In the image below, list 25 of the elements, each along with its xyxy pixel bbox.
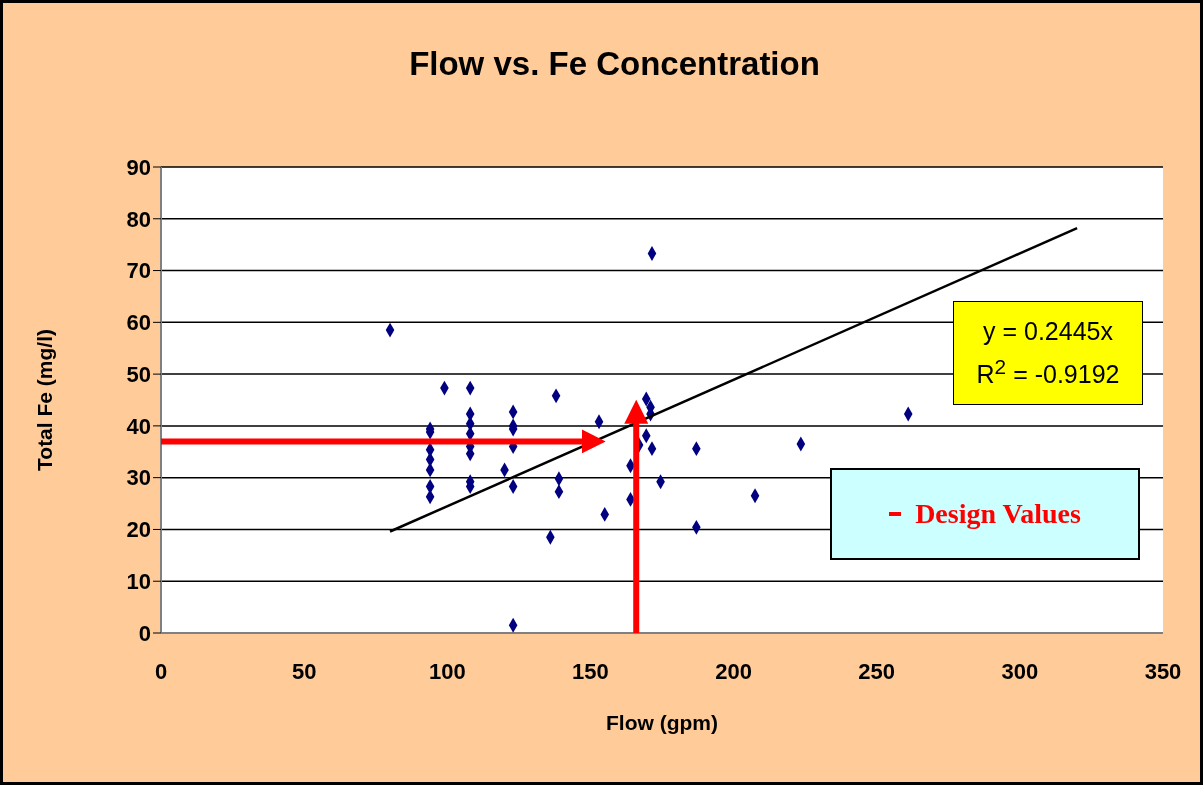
x-tick-label: 50 — [291, 658, 317, 684]
y-tick-label: 80 — [126, 206, 151, 232]
annotation: y = 0.2445x — [983, 316, 1113, 348]
legend-label: Design Values — [915, 498, 1081, 530]
x-tick-label: 100 — [428, 658, 466, 684]
annotation: R$^{2}$ = -0.9192 — [976, 354, 1120, 391]
x-tick-label: 250 — [858, 658, 896, 684]
y-tick-label: 10 — [126, 569, 151, 595]
y-tick-label: 50 — [126, 361, 151, 387]
y-tick-label: 40 — [126, 413, 151, 439]
x-tick-label: 0 — [154, 658, 168, 684]
x-tick-label: 150 — [572, 658, 609, 684]
x-tick-label: 200 — [715, 658, 752, 684]
x-tick-label: 300 — [1001, 658, 1039, 684]
y-tick-label: 0 — [138, 620, 151, 646]
y-tick-label: 20 — [126, 517, 151, 543]
chart-title: Flow vs. Fe Concentration — [408, 45, 821, 83]
legend-box: Design Values — [830, 468, 1140, 560]
y-axis-title: Total Fe (mg/l) — [33, 329, 57, 471]
y-tick-label: 30 — [126, 465, 151, 491]
y-tick-label: 70 — [126, 258, 151, 284]
x-axis-title: Flow (gpm) — [606, 711, 718, 734]
y-tick-label: 90 — [126, 154, 151, 180]
x-tick-label: 350 — [1144, 658, 1182, 684]
y-tick-label: 60 — [126, 310, 151, 336]
